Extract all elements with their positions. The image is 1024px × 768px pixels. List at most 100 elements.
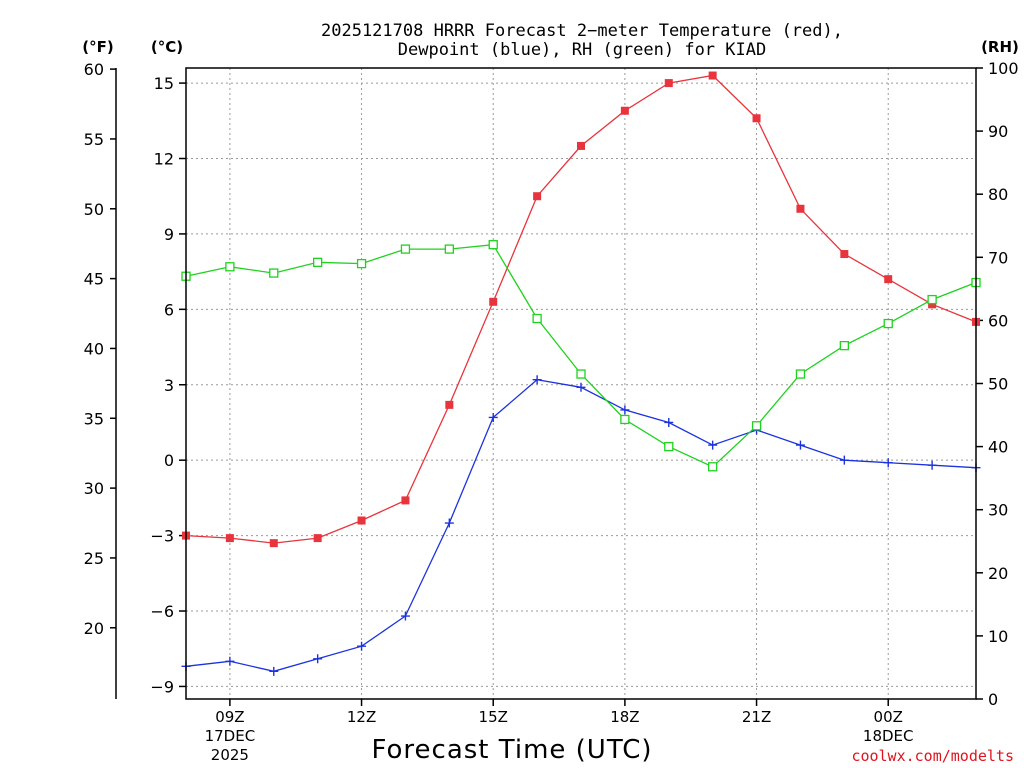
fahrenheit-tick-label: 45 bbox=[84, 270, 104, 289]
celsius-tick-label: 9 bbox=[164, 225, 174, 244]
temperature-point bbox=[708, 71, 717, 80]
year-label: 2025 bbox=[211, 746, 249, 764]
celsius-tick-label: 15 bbox=[154, 74, 174, 93]
temperature-point bbox=[577, 141, 585, 150]
temperature-point bbox=[489, 297, 498, 306]
time-tick-label: 12Z bbox=[347, 708, 376, 726]
fahrenheit-axis: 20 25 30 35 40 45 50 55 60 bbox=[84, 60, 117, 699]
rh-point bbox=[839, 340, 849, 351]
chart-title-line1: 2025121708 HRRR Forecast 2−meter Tempera… bbox=[321, 21, 843, 41]
temperature-point bbox=[357, 516, 366, 525]
celsius-tick-label: 0 bbox=[164, 451, 174, 470]
dewpoint-point bbox=[444, 518, 454, 528]
rh-point bbox=[400, 244, 411, 254]
date-label: 18DEC bbox=[863, 727, 914, 745]
rh-point bbox=[751, 421, 762, 431]
dewpoint-point bbox=[839, 455, 849, 465]
dewpoint-point bbox=[576, 382, 586, 392]
rh-point bbox=[883, 318, 893, 329]
temperature-point bbox=[225, 534, 234, 543]
temperature-point bbox=[269, 539, 278, 548]
rh-tick-label: 40 bbox=[988, 438, 1008, 457]
celsius-tick-label: 3 bbox=[164, 376, 174, 395]
dewpoint-point bbox=[708, 440, 718, 450]
time-tick-label: 00Z bbox=[874, 708, 903, 726]
credit-text: coolwx.com/modelts bbox=[851, 747, 1014, 765]
dewpoint-point bbox=[357, 641, 367, 651]
celsius-tick-label: −9 bbox=[150, 677, 174, 696]
temperature-point bbox=[620, 106, 629, 115]
rh-point bbox=[708, 462, 718, 472]
rh-line bbox=[185, 244, 977, 468]
dewpoint-point bbox=[269, 666, 279, 676]
fahrenheit-tick-label: 50 bbox=[84, 200, 104, 219]
fahrenheit-tick-label: 55 bbox=[84, 130, 104, 149]
rh-point bbox=[620, 414, 630, 425]
rh-tick-label: 100 bbox=[988, 59, 1019, 78]
dewpoint-point bbox=[532, 375, 542, 385]
plot-series bbox=[181, 71, 981, 676]
dewpoint-point bbox=[883, 458, 893, 468]
fahrenheit-tick-label: 60 bbox=[84, 60, 104, 79]
rh-point bbox=[488, 240, 498, 250]
rh-unit-label: (RH) bbox=[981, 38, 1019, 56]
temperature-point bbox=[796, 204, 805, 213]
time-tick-label: 18Z bbox=[610, 708, 639, 726]
celsius-unit-label: (°C) bbox=[151, 38, 183, 56]
rh-tick-label: 30 bbox=[988, 501, 1008, 520]
celsius-axis: −9 −6 −3 0 3 6 9 12 15 bbox=[150, 74, 186, 696]
dewpoint-point bbox=[795, 440, 805, 450]
fahrenheit-tick-label: 25 bbox=[84, 549, 104, 568]
temperature-point bbox=[533, 192, 542, 201]
dewpoint-point bbox=[488, 412, 498, 422]
dewpoint-point bbox=[620, 405, 630, 415]
celsius-tick-label: −6 bbox=[150, 602, 174, 621]
date-label: 17DEC bbox=[205, 727, 256, 745]
rh-point bbox=[576, 369, 586, 379]
temperature-point bbox=[840, 250, 849, 259]
rh-tick-label: 10 bbox=[988, 627, 1008, 646]
temperature-point bbox=[884, 275, 893, 284]
dewpoint-line bbox=[185, 379, 977, 672]
rh-point bbox=[795, 369, 806, 379]
x-axis-title: Forecast Time (UTC) bbox=[371, 735, 652, 765]
fahrenheit-unit-label: (°F) bbox=[82, 38, 113, 56]
rh-tick-label: 20 bbox=[988, 564, 1008, 583]
fahrenheit-tick-label: 30 bbox=[84, 479, 104, 498]
rh-point bbox=[356, 258, 367, 269]
rh-tick-label: 60 bbox=[988, 311, 1008, 330]
rh-point bbox=[225, 262, 235, 272]
rh-point bbox=[927, 294, 937, 305]
dewpoint-point bbox=[313, 654, 323, 664]
rh-point bbox=[664, 441, 674, 452]
celsius-tick-label: 6 bbox=[164, 300, 174, 319]
rh-tick-label: 70 bbox=[988, 248, 1008, 267]
temperature-point bbox=[313, 534, 322, 543]
rh-point bbox=[444, 244, 454, 254]
plot-frame bbox=[185, 67, 977, 700]
fahrenheit-tick-label: 35 bbox=[84, 409, 104, 428]
temperature-point bbox=[664, 79, 673, 88]
chart-title-line2: Dewpoint (blue), RH (green) for KIAD bbox=[398, 40, 766, 60]
celsius-tick-label: 12 bbox=[154, 150, 174, 169]
rh-tick-label: 80 bbox=[988, 185, 1008, 204]
temperature-point bbox=[401, 496, 410, 505]
dewpoint-point bbox=[225, 656, 235, 666]
time-tick-label: 09Z bbox=[215, 708, 244, 726]
dewpoint-point bbox=[664, 417, 674, 427]
dewpoint-point bbox=[927, 460, 937, 470]
rh-axis: 0 10 20 30 40 50 60 70 80 90 100 bbox=[976, 59, 1019, 709]
rh-point bbox=[269, 268, 279, 278]
rh-point bbox=[313, 257, 323, 267]
dewpoint-point bbox=[400, 611, 410, 621]
temperature-point bbox=[928, 300, 937, 309]
temperature-point bbox=[752, 114, 761, 123]
celsius-tick-label: −3 bbox=[150, 527, 174, 546]
fahrenheit-tick-label: 20 bbox=[84, 619, 104, 638]
rh-tick-label: 0 bbox=[988, 690, 998, 709]
fahrenheit-tick-label: 40 bbox=[84, 339, 104, 358]
time-tick-label: 21Z bbox=[742, 708, 771, 726]
temperature-point bbox=[445, 400, 454, 409]
